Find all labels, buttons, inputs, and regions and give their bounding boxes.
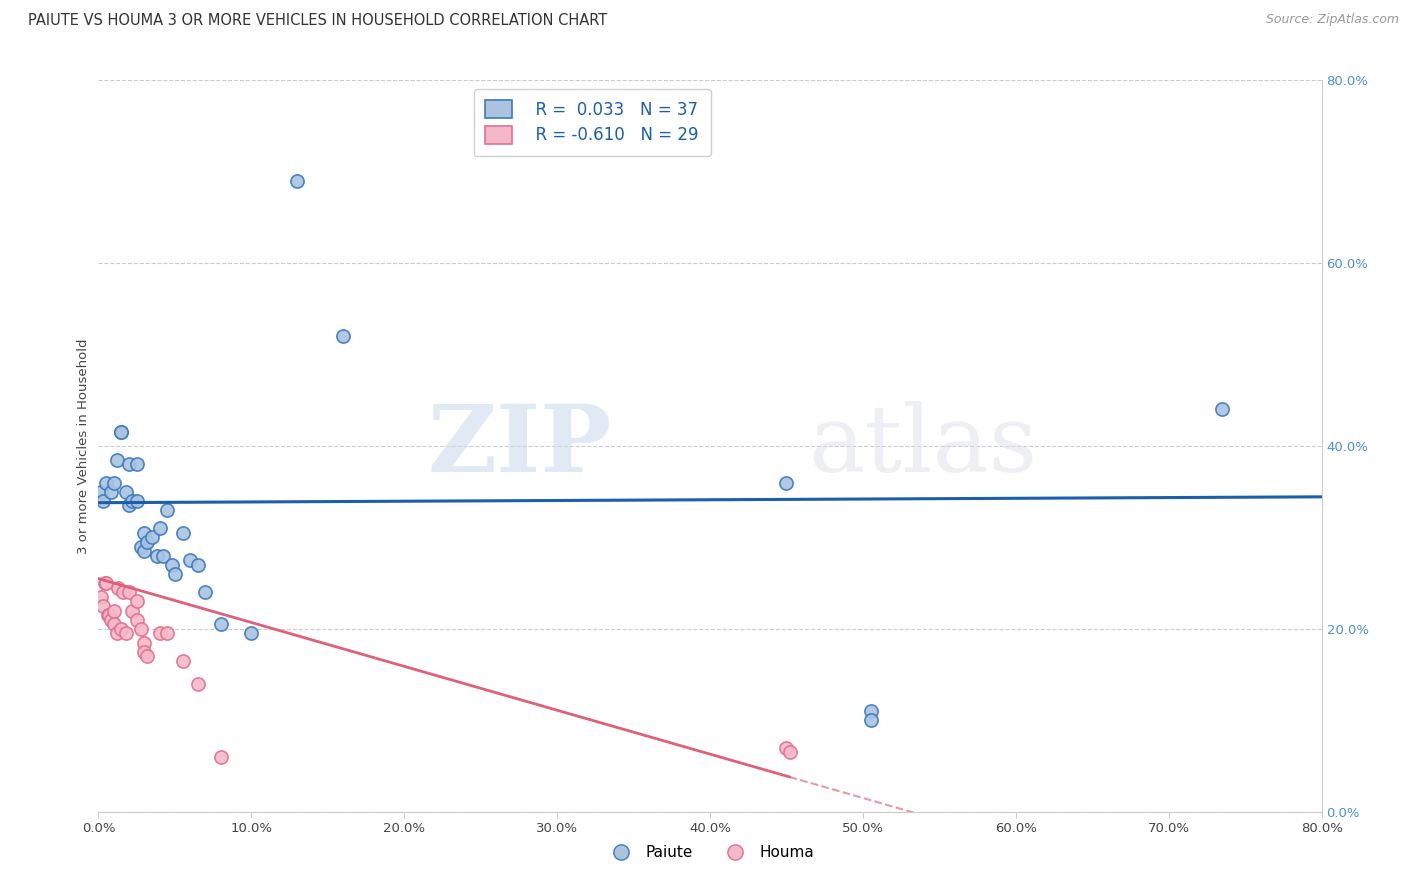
- Point: [332, 329, 354, 343]
- Point: [156, 503, 179, 517]
- Point: [118, 499, 141, 513]
- Point: [145, 549, 167, 563]
- Point: [240, 626, 263, 640]
- Point: [121, 603, 143, 617]
- Point: [103, 475, 125, 490]
- Y-axis label: 3 or more Vehicles in Household: 3 or more Vehicles in Household: [77, 338, 90, 554]
- Point: [209, 749, 232, 764]
- Point: [129, 622, 152, 636]
- Point: [136, 649, 159, 664]
- Point: [172, 525, 194, 540]
- Point: [90, 590, 112, 604]
- Point: [110, 425, 132, 440]
- Point: [103, 617, 125, 632]
- Point: [1211, 402, 1233, 417]
- Point: [107, 581, 129, 595]
- Point: [134, 544, 156, 558]
- Point: [149, 626, 172, 640]
- Point: [134, 635, 156, 649]
- Point: [152, 549, 174, 563]
- Point: [160, 558, 183, 572]
- Point: [115, 484, 138, 499]
- Point: [163, 567, 186, 582]
- Point: [118, 585, 141, 599]
- Text: Source: ZipAtlas.com: Source: ZipAtlas.com: [1265, 13, 1399, 27]
- Point: [121, 493, 143, 508]
- Text: PAIUTE VS HOUMA 3 OR MORE VEHICLES IN HOUSEHOLD CORRELATION CHART: PAIUTE VS HOUMA 3 OR MORE VEHICLES IN HO…: [28, 13, 607, 29]
- Point: [91, 599, 114, 613]
- Point: [93, 576, 115, 591]
- Point: [90, 484, 112, 499]
- Point: [134, 645, 156, 659]
- Point: [91, 493, 114, 508]
- Point: [179, 553, 201, 567]
- Point: [94, 576, 117, 591]
- Point: [156, 626, 179, 640]
- Point: [94, 475, 117, 490]
- Point: [859, 714, 882, 728]
- Point: [141, 530, 163, 544]
- Point: [98, 608, 121, 623]
- Point: [134, 525, 156, 540]
- Point: [100, 484, 122, 499]
- Point: [105, 452, 128, 467]
- Point: [103, 603, 125, 617]
- Text: ZIP: ZIP: [427, 401, 612, 491]
- Point: [779, 745, 801, 759]
- Point: [129, 540, 152, 554]
- Point: [110, 425, 132, 440]
- Point: [115, 626, 138, 640]
- Point: [775, 740, 797, 755]
- Point: [172, 654, 194, 668]
- Point: [194, 585, 217, 599]
- Point: [125, 613, 148, 627]
- Point: [187, 558, 209, 572]
- Point: [209, 617, 232, 632]
- Point: [110, 622, 132, 636]
- Point: [149, 521, 172, 535]
- Point: [97, 608, 120, 623]
- Point: [136, 535, 159, 549]
- Legend: Paiute, Houma: Paiute, Houma: [599, 839, 821, 866]
- Point: [125, 458, 148, 472]
- Text: atlas: atlas: [808, 401, 1038, 491]
- Point: [125, 493, 148, 508]
- Point: [100, 613, 122, 627]
- Point: [859, 704, 882, 718]
- Point: [125, 594, 148, 608]
- Point: [775, 475, 797, 490]
- Point: [118, 458, 141, 472]
- Point: [111, 585, 134, 599]
- Point: [105, 626, 128, 640]
- Point: [285, 174, 308, 188]
- Point: [187, 676, 209, 690]
